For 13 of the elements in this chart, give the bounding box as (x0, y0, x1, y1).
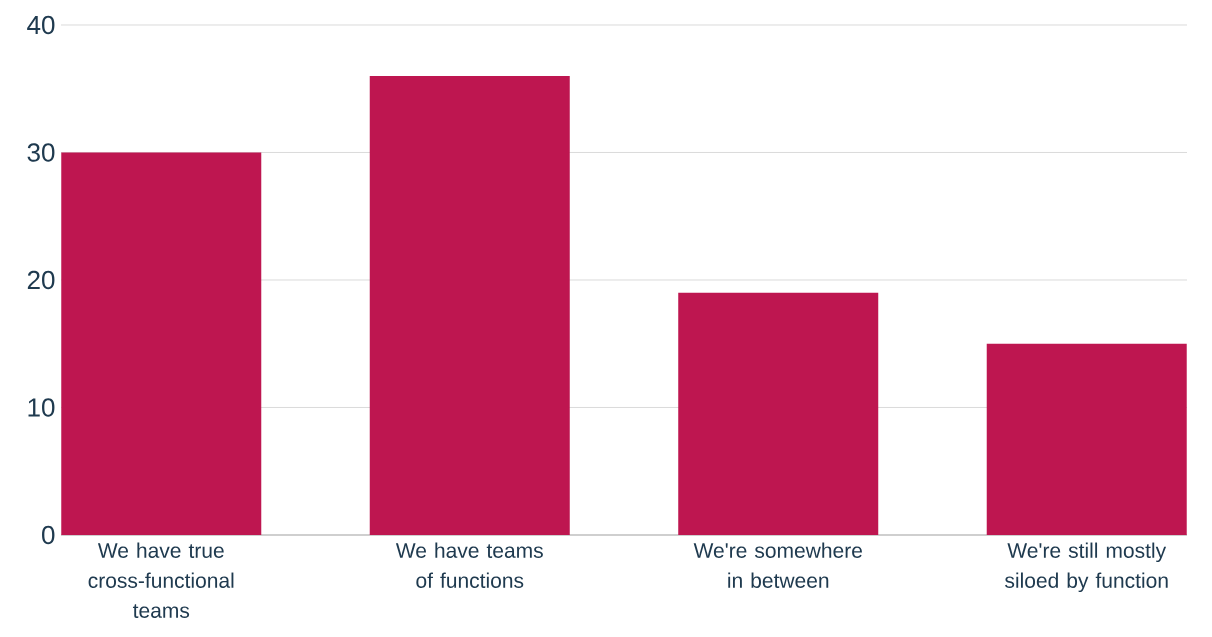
bar (678, 292, 879, 535)
y-tick-label: 40 (27, 15, 55, 35)
x-tick-label: We're somewhere in between (693, 542, 862, 588)
y-tick-label: 10 (28, 398, 55, 417)
x-tick-label: We have teams of functions (395, 542, 543, 588)
bar (986, 343, 1187, 535)
y-tick-label: 20 (27, 270, 55, 290)
y-tick-label: 30 (27, 143, 55, 162)
bar (61, 152, 262, 535)
y-tick-label: 0 (42, 525, 55, 545)
bar (369, 75, 570, 535)
x-tick-label: We have true cross-functional teams (88, 542, 234, 618)
x-tick-label: We're still mostly siloed by function (1005, 542, 1168, 593)
